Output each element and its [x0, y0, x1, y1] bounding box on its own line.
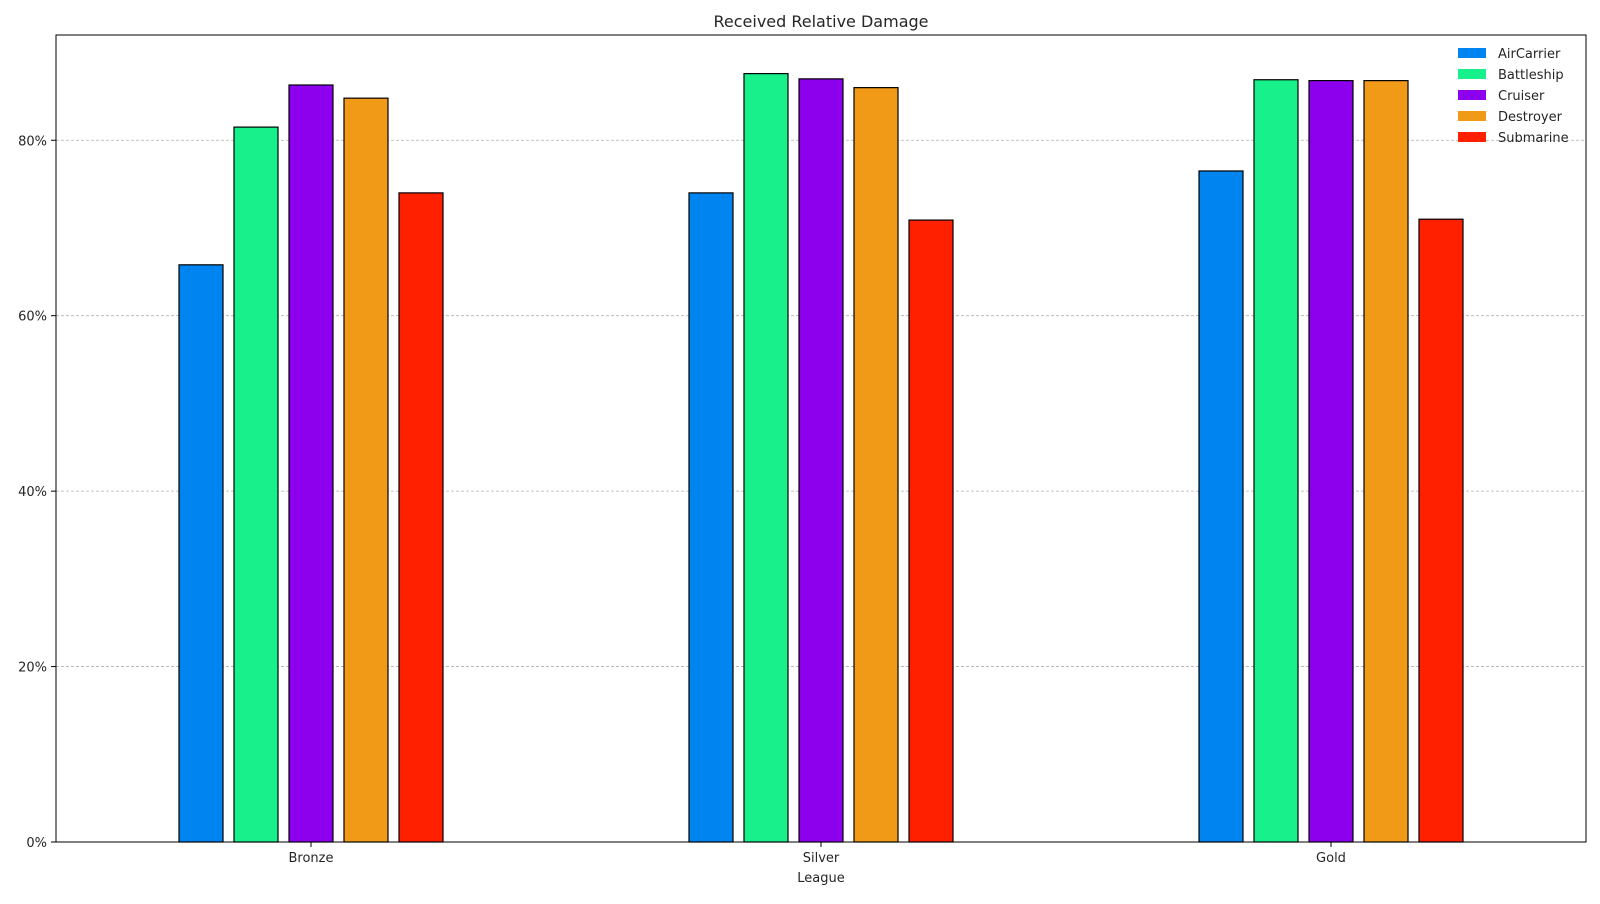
- y-axis: 0% 20% 40% 60% 80%: [18, 134, 56, 851]
- bar-battleship-silver: [743, 72, 789, 843]
- bar-battleship-bronze: [233, 126, 279, 843]
- legend-swatch-battleship: [1458, 69, 1486, 79]
- x-axis-label: League: [797, 871, 844, 886]
- legend-swatch-cruiser: [1458, 90, 1486, 100]
- legend-label-aircarrier: AirCarrier: [1498, 47, 1561, 62]
- bars: [178, 72, 1464, 843]
- y-tick-label: 80%: [18, 134, 47, 149]
- bar-aircarrier-silver: [688, 192, 734, 843]
- bar-destroyer-bronze: [343, 97, 389, 843]
- y-tick-label: 20%: [18, 661, 47, 676]
- chart-title: Received Relative Damage: [713, 12, 928, 31]
- x-tick-label: Bronze: [289, 851, 334, 866]
- legend-label-battleship: Battleship: [1498, 68, 1564, 83]
- x-tick-label: Gold: [1316, 851, 1346, 866]
- bar-aircarrier-gold: [1198, 170, 1244, 843]
- legend-label-destroyer: Destroyer: [1498, 110, 1563, 125]
- legend: AirCarrier Battleship Cruiser Destroyer Subm…: [1458, 47, 1569, 146]
- y-tick-label: 40%: [18, 485, 47, 500]
- x-axis: Bronze Silver Gold: [289, 842, 1346, 866]
- x-tick-label: Silver: [803, 851, 840, 866]
- legend-swatch-aircarrier: [1458, 48, 1486, 58]
- bar-destroyer-gold: [1363, 80, 1409, 843]
- bar-cruiser-bronze: [288, 84, 334, 843]
- bar-cruiser-gold: [1308, 80, 1354, 843]
- legend-swatch-submarine: [1458, 132, 1486, 142]
- y-tick-label: 0%: [26, 836, 47, 851]
- bar-submarine-silver: [908, 219, 954, 843]
- bar-destroyer-silver: [853, 87, 899, 843]
- legend-label-cruiser: Cruiser: [1498, 89, 1545, 104]
- y-tick-label: 60%: [18, 310, 47, 325]
- bar-battleship-gold: [1253, 79, 1299, 843]
- bar-submarine-bronze: [398, 192, 444, 843]
- bar-aircarrier-bronze: [178, 264, 224, 843]
- bar-cruiser-silver: [798, 78, 844, 843]
- legend-label-submarine: Submarine: [1498, 131, 1569, 146]
- bar-submarine-gold: [1418, 218, 1464, 843]
- legend-swatch-destroyer: [1458, 111, 1486, 121]
